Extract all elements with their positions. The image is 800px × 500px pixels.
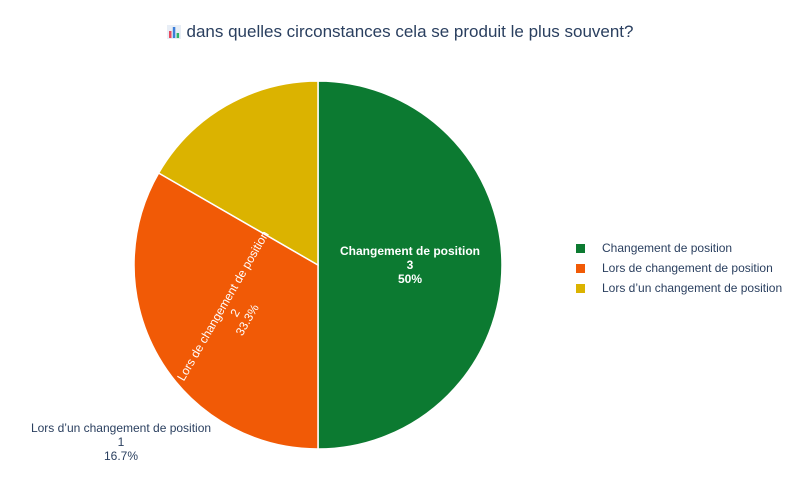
legend-swatch: [576, 283, 585, 293]
bar-chart-icon: [166, 24, 181, 44]
legend-label: Lors de changement de position: [602, 261, 773, 275]
slice-label-0: Changement de position 3 50%: [340, 244, 480, 286]
pie-slice-1[interactable]: [133, 171, 319, 450]
pie-slice-0[interactable]: [317, 80, 503, 450]
chart-title: dans quelles circonstances cela se produ…: [0, 22, 800, 44]
legend-label: Lors d’un changement de position: [602, 281, 783, 295]
legend-swatch: [576, 263, 585, 273]
slice-label-2: Lors d’un changement de position 1 16.7%: [31, 421, 211, 463]
legend-item-2[interactable]: Lors d’un changement de position: [574, 278, 782, 298]
legend-swatch: [576, 243, 585, 253]
legend-item-0[interactable]: Changement de position: [574, 238, 782, 258]
legend-item-1[interactable]: Lors de changement de position: [574, 258, 782, 278]
pie-slice-2[interactable]: [157, 80, 319, 267]
legend: Changement de position Lors de changement…: [574, 238, 782, 298]
legend-label: Changement de position: [602, 241, 733, 255]
chart-title-text: dans quelles circonstances cela se produ…: [186, 22, 634, 41]
